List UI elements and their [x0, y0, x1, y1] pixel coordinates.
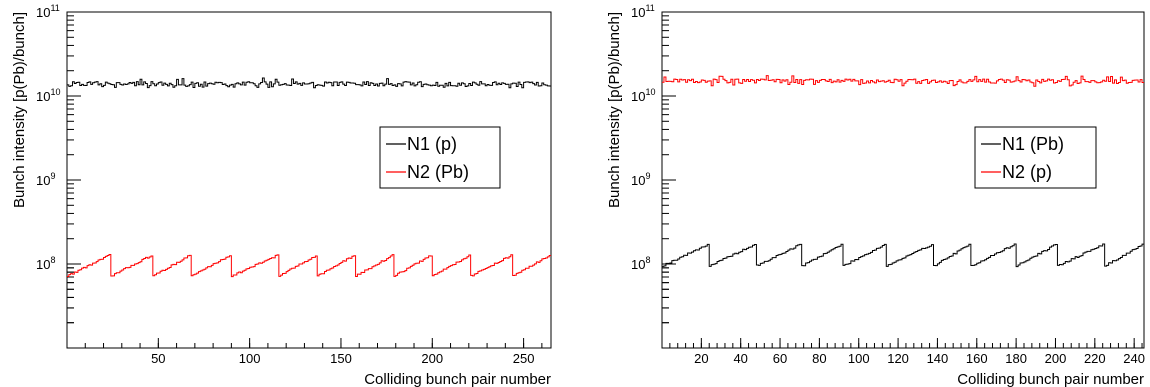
- y-tick-label: 1010: [631, 87, 655, 104]
- y-axis-label: Bunch intensity [p(Pb)/bunch]: [606, 12, 623, 208]
- y-tick-exponent: 10: [645, 87, 655, 97]
- series-line-2: [662, 75, 1144, 87]
- x-tick-label: 160: [966, 351, 988, 366]
- x-tick-label: 240: [1123, 351, 1145, 366]
- x-axis-label: Colliding bunch pair number: [957, 371, 1144, 387]
- x-tick-label: 220: [1084, 351, 1106, 366]
- y-tick-base: 10: [36, 5, 50, 20]
- x-tick-label: 20: [694, 351, 708, 366]
- y-tick-exponent: 9: [50, 171, 55, 181]
- y-tick-label: 108: [631, 255, 650, 272]
- x-tick-label: 180: [1005, 351, 1027, 366]
- y-tick-base: 10: [631, 257, 645, 272]
- y-tick-label: 1010: [36, 87, 60, 104]
- x-tick-label: 200: [421, 351, 443, 366]
- x-tick-label: 100: [239, 351, 261, 366]
- x-tick-label: 40: [733, 351, 747, 366]
- x-tick-label: 140: [927, 351, 949, 366]
- y-axis-label: Bunch intensity [p(Pb)/bunch]: [11, 12, 28, 208]
- x-tick-label: 200: [1045, 351, 1067, 366]
- y-tick-label: 109: [36, 171, 55, 188]
- x-tick-label: 80: [812, 351, 826, 366]
- y-tick-base: 10: [36, 257, 50, 272]
- y-tick-exponent: 10: [50, 87, 60, 97]
- y-tick-label: 1011: [36, 3, 60, 20]
- legend-box: [974, 126, 1097, 189]
- y-tick-base: 10: [631, 173, 645, 188]
- y-tick-label: 108: [36, 255, 55, 272]
- y-tick-exponent: 9: [645, 171, 650, 181]
- legend-label: N1 (p): [407, 134, 457, 154]
- legend-label: N2 (p): [1002, 162, 1052, 182]
- y-tick-exponent: 8: [645, 255, 650, 265]
- legend: N1 (p) N2 (Pb): [379, 126, 501, 189]
- legend: N1 (Pb) N2 (p): [974, 126, 1097, 189]
- x-tick-label: 50: [151, 351, 165, 366]
- y-tick-base: 10: [631, 5, 645, 20]
- y-tick-base: 10: [631, 89, 645, 104]
- y-tick-label: 109: [631, 171, 650, 188]
- legend-label: N2 (Pb): [407, 162, 469, 182]
- y-tick-exponent: 11: [645, 3, 654, 13]
- y-tick-exponent: 8: [50, 255, 55, 265]
- series-line-1: [662, 243, 1144, 268]
- x-tick-label: 150: [330, 351, 352, 366]
- y-tick-exponent: 11: [50, 3, 59, 13]
- x-tick-label: 60: [773, 351, 787, 366]
- x-tick-label: 100: [848, 351, 870, 366]
- y-tick-base: 10: [36, 89, 50, 104]
- x-tick-label: 120: [887, 351, 909, 366]
- x-tick-label: 250: [513, 351, 535, 366]
- series-line-1: [67, 77, 551, 89]
- series-line-2: [67, 253, 551, 278]
- x-axis-label: Colliding bunch pair number: [364, 371, 551, 387]
- legend-box: [379, 126, 501, 189]
- y-tick-base: 10: [36, 173, 50, 188]
- y-tick-label: 1011: [631, 3, 655, 20]
- legend-label: N1 (Pb): [1002, 134, 1064, 154]
